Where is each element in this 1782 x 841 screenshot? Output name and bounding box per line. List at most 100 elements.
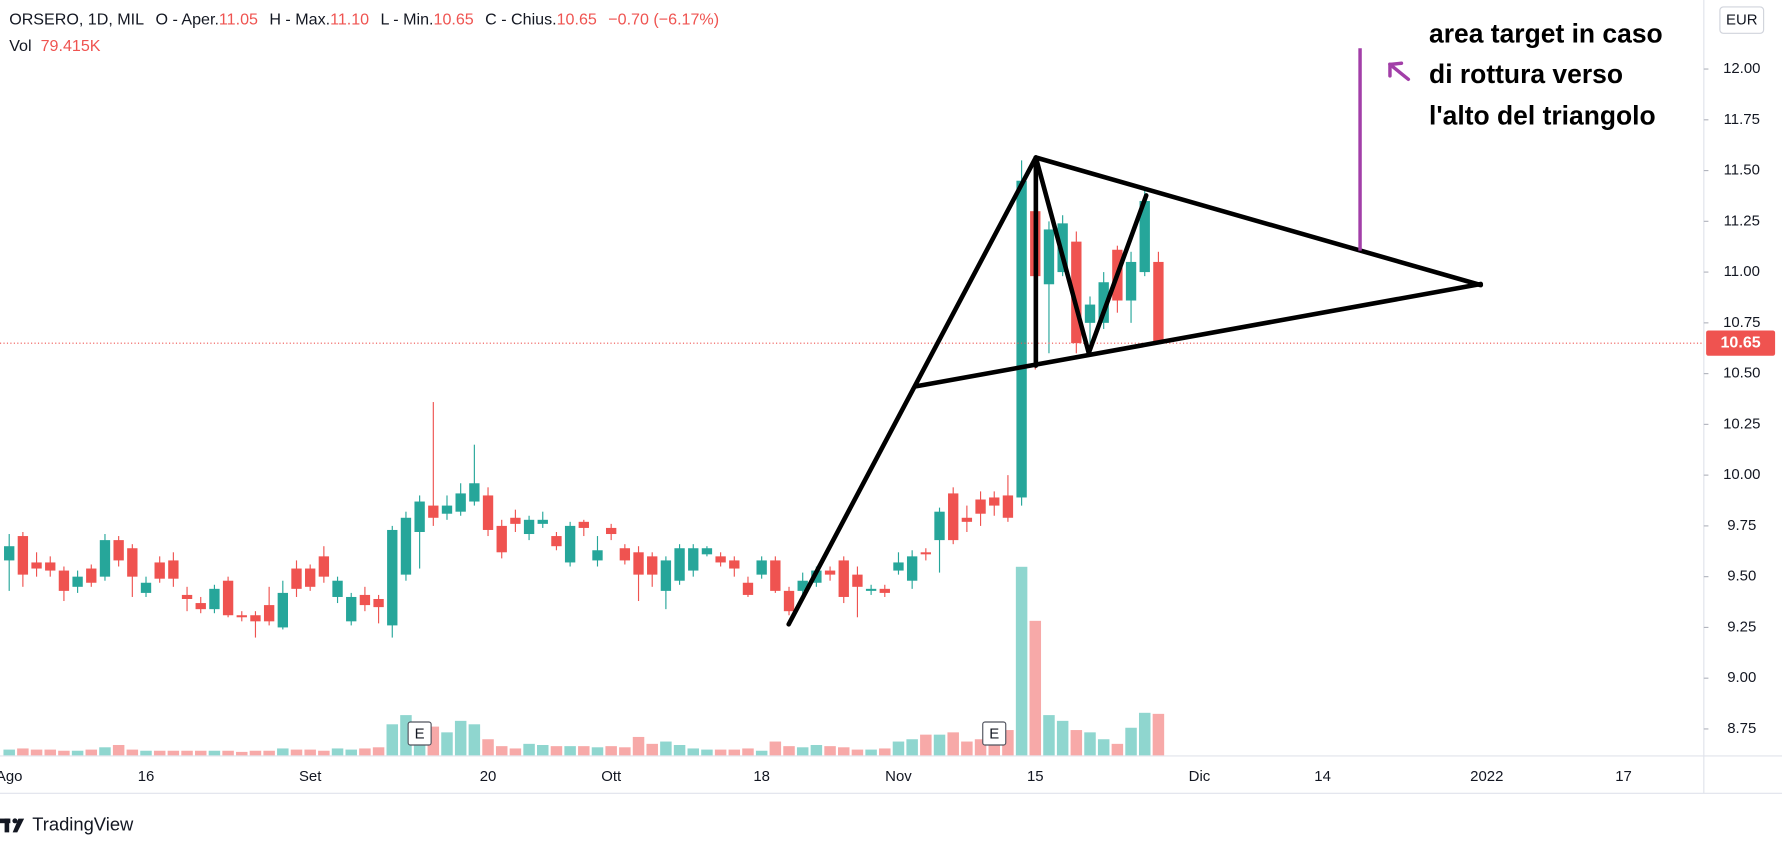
volume-bar — [769, 741, 782, 756]
logo-part — [4, 818, 10, 833]
annotation: di rottura verso — [1429, 59, 1623, 89]
axis-layer: 8.75 9.00 9.25 9.50 9.75 10.00 10.25 10.50 10.75… — [0, 60, 1776, 785]
x-tick-label: 18 — [753, 768, 770, 785]
volume-bar — [372, 747, 385, 756]
volume-bar — [454, 720, 467, 756]
candle-body — [222, 580, 234, 616]
candle-body — [592, 550, 603, 561]
candle-body — [332, 580, 343, 597]
volume-bar — [851, 749, 864, 756]
volume-bar — [578, 746, 590, 756]
candle-body — [373, 598, 384, 608]
volume-bar — [249, 750, 262, 756]
volume-bar — [974, 739, 987, 756]
annotation: area target in caso — [1429, 19, 1663, 49]
volume-bar — [701, 749, 713, 756]
candle-body — [797, 580, 808, 591]
volume-bar — [194, 750, 207, 756]
volume-bar — [1070, 730, 1083, 756]
volume-bar — [126, 749, 139, 756]
volume-bar — [181, 750, 193, 756]
volume-bar — [44, 749, 56, 756]
volume-bar — [509, 748, 522, 756]
candle-body — [45, 562, 56, 571]
candle-body — [250, 615, 261, 622]
candle-body — [660, 560, 672, 591]
legend-ohlc: ORSERO, 1D, MIL O - Aper.11.05 H - Max.1… — [9, 11, 719, 29]
y-tick-label: 10.50 — [1723, 365, 1760, 382]
volume-bar — [728, 749, 741, 756]
volume-bar — [550, 746, 563, 756]
y-tick-label: 10.75 — [1723, 314, 1760, 331]
volume-bar — [112, 744, 125, 756]
candle-body — [1084, 304, 1096, 323]
volume-bar — [400, 715, 412, 756]
triangle-drawing — [786, 155, 1484, 627]
x-tick-label: Ott — [601, 768, 622, 785]
volume-bar — [71, 750, 84, 756]
candle-body — [783, 590, 795, 612]
candle-body — [564, 525, 576, 563]
volume-bar — [482, 739, 494, 756]
x-tick-label: 14 — [1314, 768, 1331, 785]
candle-body — [647, 556, 658, 575]
candle-body — [263, 605, 275, 622]
candle-body — [387, 529, 398, 626]
earnings-box[interactable] — [982, 721, 1007, 746]
earnings-box[interactable] — [407, 721, 432, 746]
volume-bar — [920, 734, 932, 756]
candle-body — [195, 603, 206, 610]
volume-bar — [58, 750, 70, 756]
volume-bar — [673, 744, 686, 756]
close-label: C - Chius. — [485, 11, 556, 29]
volume-bar — [17, 748, 29, 756]
candle-body — [1139, 201, 1150, 273]
y-tick-label: 11.75 — [1724, 111, 1760, 128]
candle-body — [482, 495, 494, 530]
y-tick-label: 11.00 — [1724, 263, 1760, 280]
change-value: −0.70 (−6.17%) — [608, 11, 719, 29]
currency-box[interactable] — [1719, 6, 1765, 34]
candle-body — [975, 499, 986, 514]
y-tick-label: 11.25 — [1724, 212, 1760, 229]
currency[interactable]: EUR — [1726, 12, 1758, 29]
candle-body — [4, 546, 15, 561]
logo-part — [12, 818, 25, 833]
candle-body — [1002, 495, 1014, 518]
volume-bar — [892, 741, 905, 756]
volume-bar — [1152, 713, 1165, 756]
candle-body — [578, 521, 589, 528]
y-tick-label: 9.00 — [1727, 669, 1756, 686]
volume-bar — [153, 750, 166, 756]
volume-bar — [796, 747, 809, 756]
volume-bar — [1138, 712, 1151, 756]
x-tick-label: 15 — [1027, 768, 1044, 785]
candle-body — [140, 582, 152, 593]
candle-body — [729, 560, 740, 569]
earnings-label[interactable]: E — [989, 726, 999, 743]
symbol: ORSERO, 1D, MIL — [9, 11, 144, 29]
volume-bar — [810, 744, 823, 756]
candle-body — [756, 560, 767, 575]
volume-bar — [1002, 730, 1014, 756]
high-label: H - Max. — [269, 11, 330, 29]
volume-bar — [824, 746, 836, 756]
candle-body — [414, 501, 425, 532]
earnings-label[interactable]: E — [415, 726, 425, 743]
volume-bar — [222, 750, 234, 756]
volume-bar — [564, 746, 576, 756]
y-tick-label: 10.00 — [1723, 466, 1760, 483]
volume-bar — [906, 739, 918, 756]
candle-body — [113, 540, 124, 561]
candle-body — [58, 570, 70, 591]
volume-bar — [1125, 727, 1137, 756]
volume-bar — [85, 749, 98, 756]
candle-body — [961, 517, 973, 522]
x-tick-label: 17 — [1615, 768, 1632, 785]
volume-bar — [3, 749, 15, 756]
volume-bar — [236, 751, 248, 756]
candle-body — [619, 548, 631, 561]
volume-bar — [619, 747, 631, 756]
